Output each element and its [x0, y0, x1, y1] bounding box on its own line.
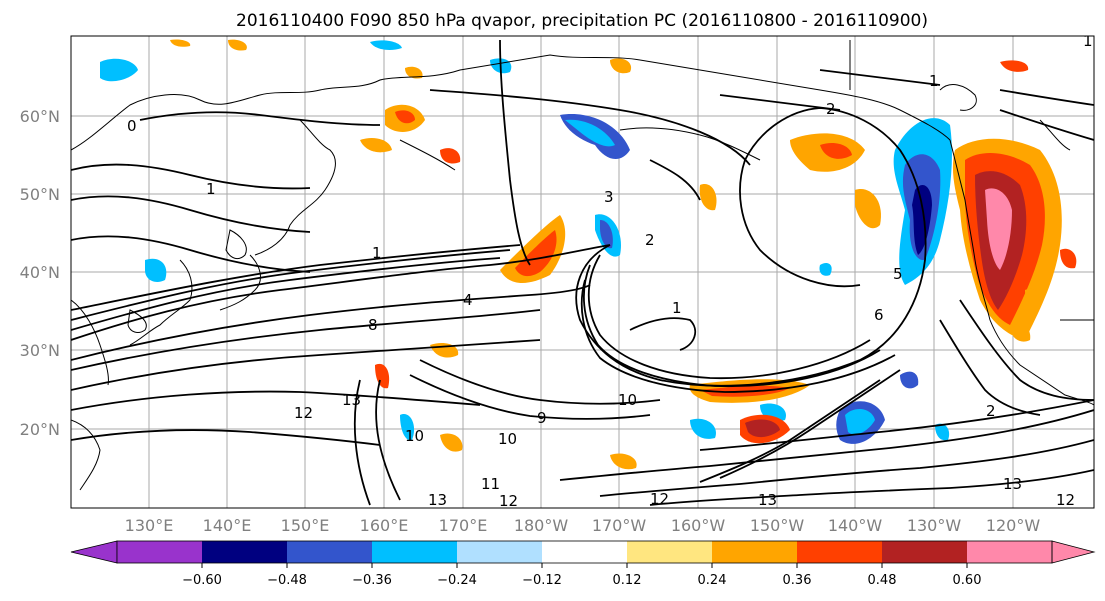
figure-title: 2016110400 F090 850 hPa qvapor, precipit… — [236, 11, 928, 31]
contour-label: 12 — [650, 490, 669, 508]
lon-label: 170°E — [439, 516, 488, 535]
contour-label: 6 — [874, 306, 884, 324]
contour-label: 2 — [986, 402, 996, 420]
latitude-labels: 60°N 50°N 40°N 30°N 20°N — [20, 107, 60, 439]
contour-labels: 0 1 1 1 2 2 3 4 5 6 8 9 10 10 10 11 12 1… — [127, 32, 1093, 510]
coastlines — [71, 40, 1094, 491]
lon-label: 150°E — [281, 516, 330, 535]
lat-label: 30°N — [20, 341, 60, 360]
lat-label: 20°N — [20, 420, 60, 439]
contour-label: 1 — [672, 299, 682, 317]
colorbar-tick-label: 0.12 — [613, 573, 642, 588]
map-frame — [70, 35, 1095, 509]
contour-label: 2 — [826, 100, 836, 118]
contour-label: 10 — [618, 391, 637, 409]
lon-label: 120°W — [986, 516, 1041, 535]
contour-label: 8 — [368, 316, 378, 334]
lon-label: 180°W — [514, 516, 569, 535]
contour-label: 1 — [206, 180, 216, 198]
colorbar-tick-label: −0.24 — [437, 573, 477, 588]
contour-label: 10 — [405, 427, 424, 445]
contour-label: 5 — [893, 265, 903, 283]
colorbar-bin — [372, 541, 457, 563]
colorbar-bin — [117, 541, 202, 563]
lat-label: 50°N — [20, 185, 60, 204]
lon-label: 130°W — [907, 516, 962, 535]
colorbar-ticks — [201, 563, 968, 568]
colorbar-tick-label: 0.24 — [698, 573, 727, 588]
lon-label: 130°E — [125, 516, 174, 535]
lon-label: 160°W — [671, 516, 726, 535]
contour-label: 13 — [1003, 475, 1022, 493]
colorbar-tick-label: −0.48 — [267, 573, 307, 588]
contour-label: 1 — [1083, 32, 1093, 50]
lon-label: 140°W — [828, 516, 883, 535]
contour-label: 12 — [499, 492, 518, 510]
colorbar-extend-min — [70, 540, 118, 564]
colorbar-bin — [287, 541, 372, 563]
colorbar-bin — [967, 541, 1052, 563]
colorbar-bin — [882, 541, 967, 563]
colorbar-bin — [457, 541, 542, 563]
colorbar-bin — [202, 541, 287, 563]
longitude-labels: 130°E 140°E 150°E 160°E 170°E 180°W 170°… — [125, 516, 1041, 535]
colorbar-bin — [712, 541, 797, 563]
contour-label: 10 — [498, 430, 517, 448]
lat-label: 60°N — [20, 107, 60, 126]
contour-label: 9 — [537, 409, 547, 427]
lon-label: 160°E — [360, 516, 409, 535]
map-panel: 0 1 1 1 2 2 3 4 5 6 8 9 10 10 10 11 12 1… — [70, 32, 1095, 510]
lon-label: 170°W — [592, 516, 647, 535]
contour-label: 3 — [604, 188, 614, 206]
contour-label: 13 — [758, 491, 777, 509]
contour-label: 12 — [1056, 491, 1075, 509]
colorbar-tick-label: −0.36 — [352, 573, 392, 588]
lon-label: 140°E — [203, 516, 252, 535]
contour-label: 1 — [372, 244, 382, 262]
colorbar-tick-label: −0.60 — [182, 573, 222, 588]
contour-label: 2 — [645, 231, 655, 249]
contour-label: 0 — [127, 117, 137, 135]
contour-label: 1 — [929, 72, 939, 90]
colorbar-frame — [116, 540, 1053, 564]
colorbar-bin — [627, 541, 712, 563]
colorbar-bin — [542, 541, 627, 563]
colorbar-extend-max — [1051, 540, 1096, 564]
contour-label: 11 — [481, 475, 500, 493]
lat-label: 40°N — [20, 263, 60, 282]
contour-label: 13 — [342, 391, 361, 409]
moisture-contours — [71, 39, 1094, 506]
contour-label: 4 — [463, 291, 473, 309]
lon-label: 150°W — [750, 516, 805, 535]
colorbar: −0.60 −0.48 −0.36 −0.24 −0.12 0.12 0.24 … — [70, 540, 1096, 588]
contour-label: 12 — [294, 404, 313, 422]
colorbar-tick-label: −0.12 — [522, 573, 562, 588]
colorbar-tick-label: 0.48 — [868, 573, 897, 588]
colorbar-bin — [797, 541, 882, 563]
colorbar-tick-label: 0.36 — [783, 573, 812, 588]
colorbar-tick-label: 0.60 — [953, 573, 982, 588]
contour-label: 13 — [428, 491, 447, 509]
